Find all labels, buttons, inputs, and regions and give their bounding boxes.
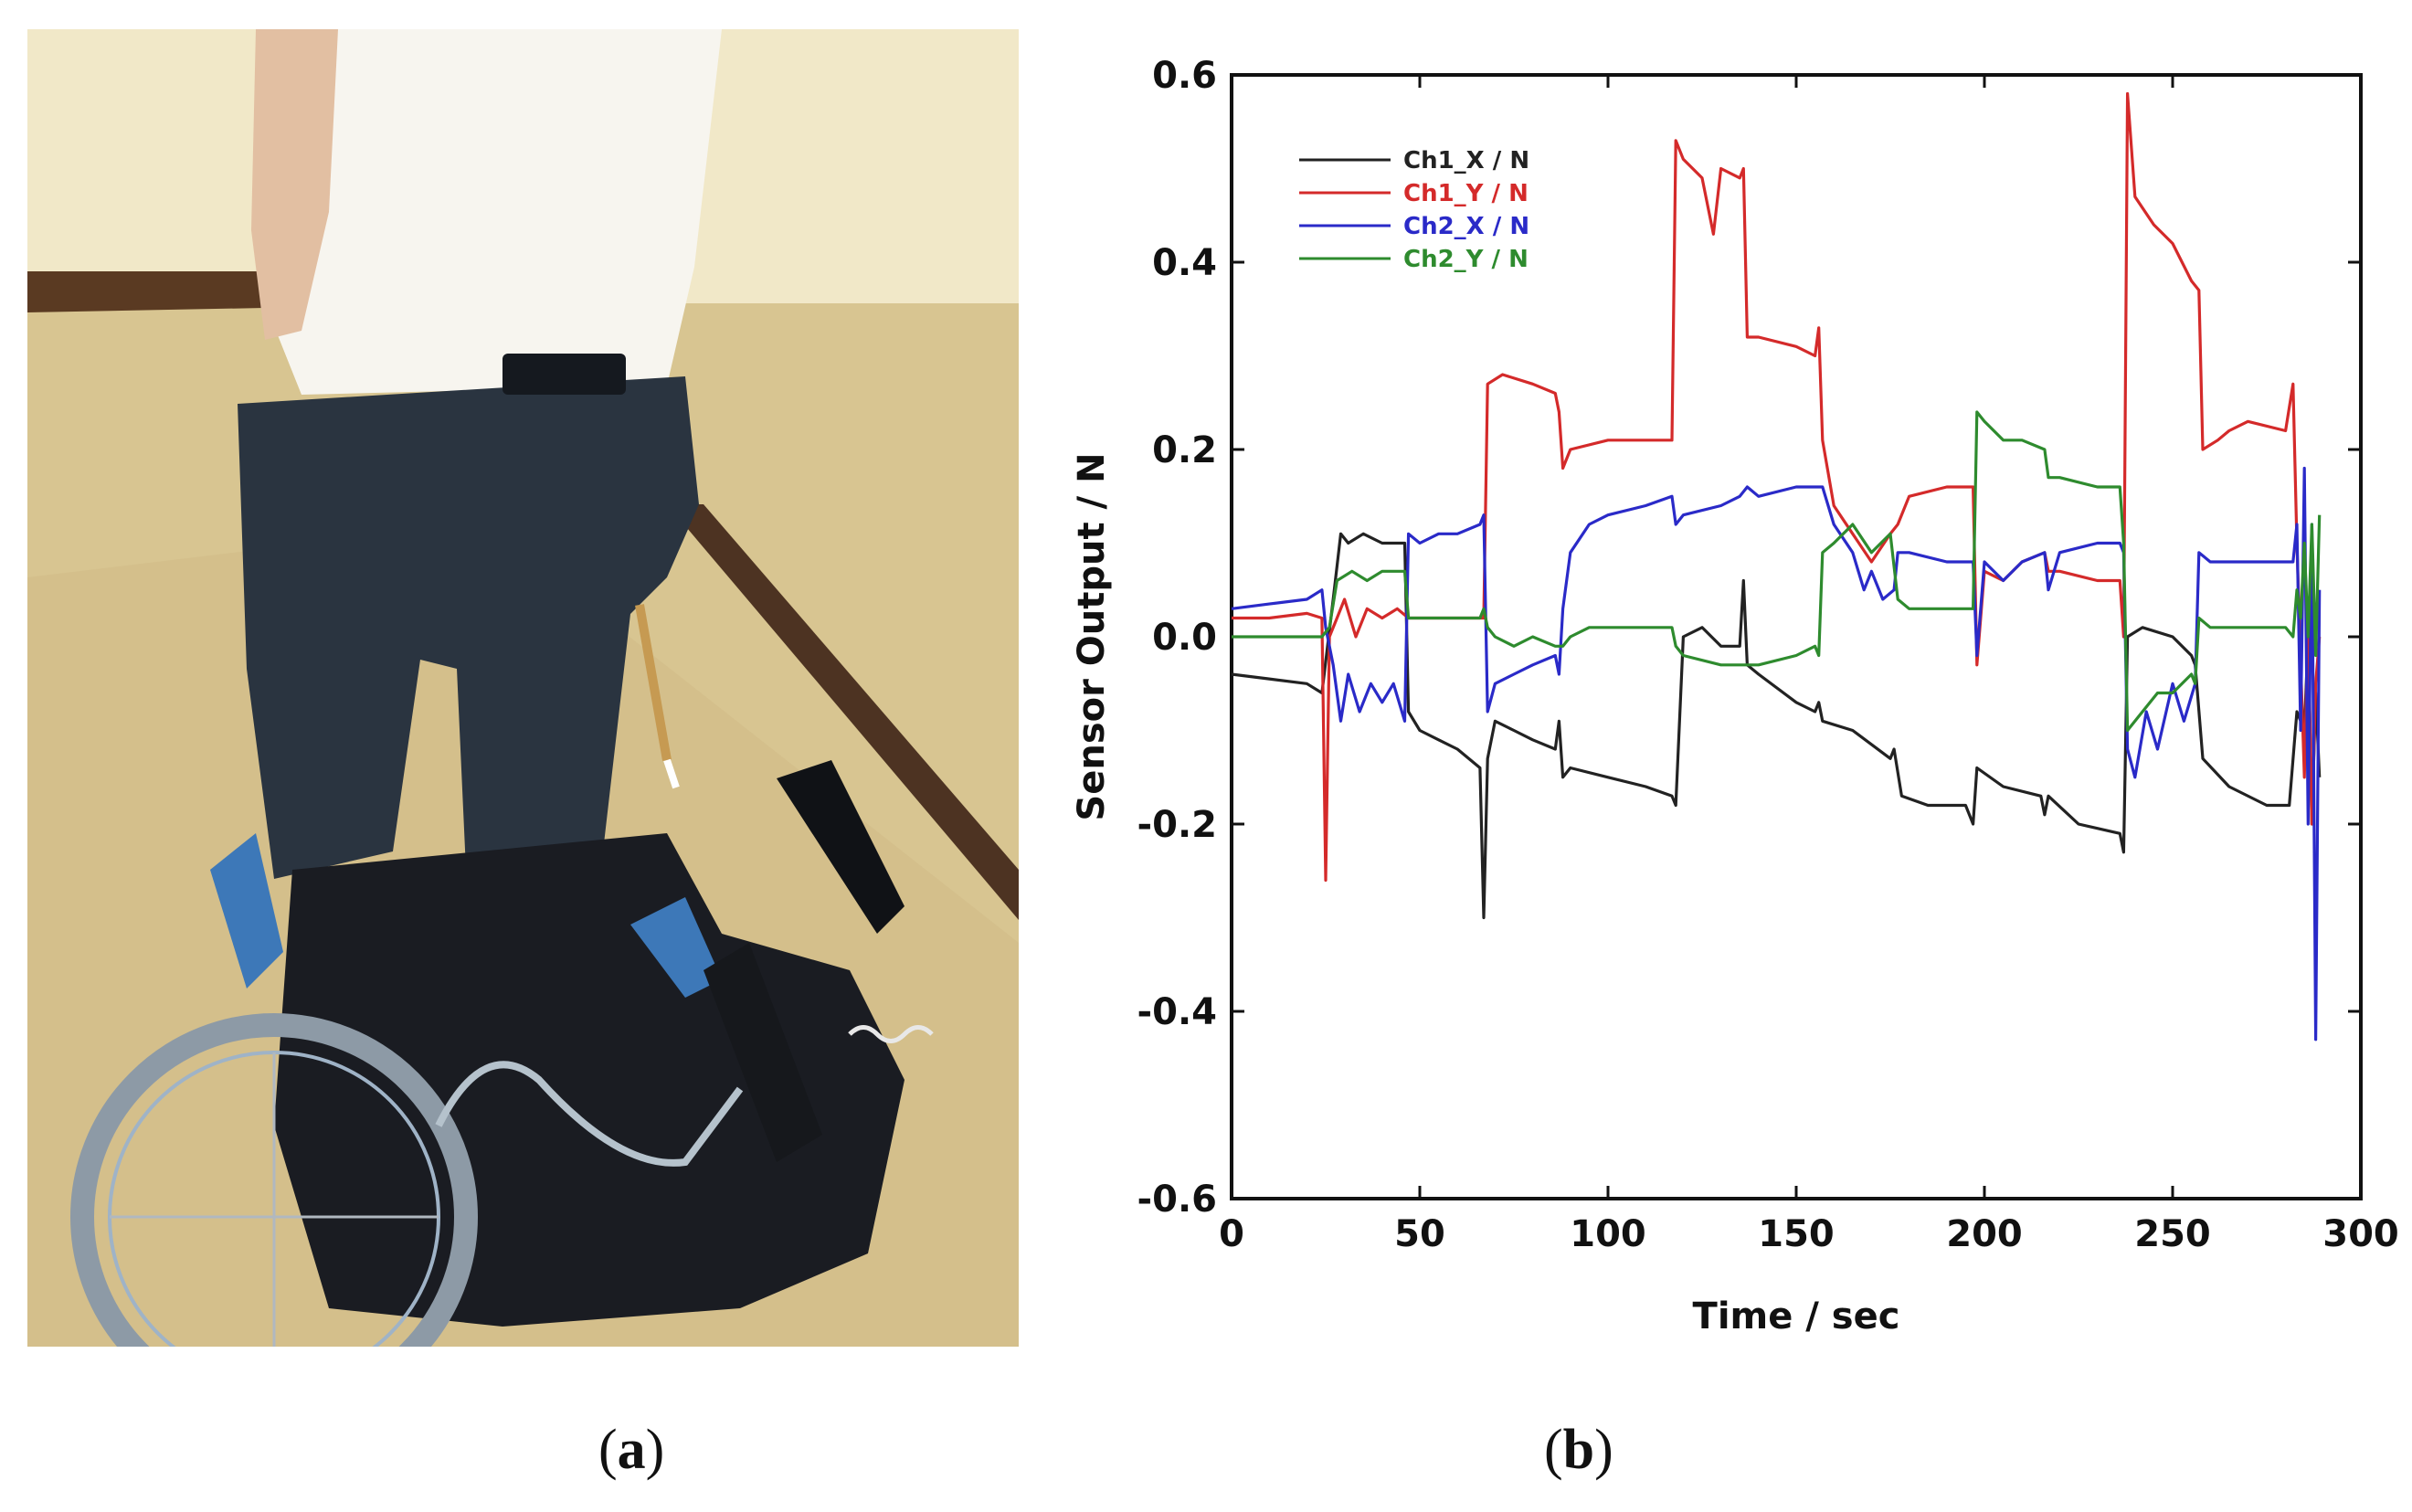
- y-axis-label: Sensor Output / N: [1071, 452, 1113, 820]
- x-tick-label: 250: [2134, 1213, 2211, 1255]
- wheelchair-logo: [848, 1025, 934, 1043]
- x-tick-label: 200: [1946, 1213, 2023, 1255]
- shirt: [265, 29, 722, 395]
- series-line-1: [1231, 532, 2322, 920]
- x-tick-label: 300: [2322, 1213, 2399, 1255]
- wheelchair-handle: [704, 943, 822, 1162]
- y-tick-label: 0.4: [1152, 242, 1217, 284]
- y-tick-label: -0.2: [1137, 804, 1217, 846]
- y-tick-label: 0.6: [1152, 55, 1217, 97]
- x-tick-label: 100: [1570, 1213, 1646, 1255]
- x-axis-label: Time / sec: [1693, 1295, 1900, 1338]
- wheelchair-armrest: [777, 760, 904, 934]
- wheelchair-photo-illustration: [27, 29, 1019, 1347]
- legend-label-3: Ch2_X / N: [1403, 213, 1529, 240]
- x-tick-label: 0: [1219, 1213, 1244, 1255]
- chart-legend: Ch1_X / N Ch1_Y / N Ch2_X / N Ch2_Y / N: [1299, 147, 1529, 273]
- plot-frame: [1230, 73, 2363, 1200]
- chart-series: [1231, 91, 2322, 1041]
- series-line-4: [1232, 410, 2322, 733]
- jeans: [238, 376, 699, 879]
- wheelchair-frame-right: [630, 897, 722, 998]
- series-line-3: [1231, 466, 2322, 1041]
- legend-label-4: Ch2_Y / N: [1403, 246, 1529, 273]
- y-tick-label: -0.6: [1137, 1179, 1217, 1221]
- y-tick-label: 0.0: [1152, 617, 1217, 659]
- photo-panel-a: [27, 29, 1019, 1347]
- baseboard-left: [27, 271, 265, 312]
- belt: [503, 354, 626, 395]
- cane: [635, 604, 672, 761]
- panel-caption-b-letter: b: [1562, 1419, 1595, 1481]
- wheelchair-wheel: [70, 1013, 478, 1347]
- y-tick-label: -0.4: [1137, 991, 1217, 1033]
- x-tick-label: 150: [1758, 1213, 1835, 1255]
- chart-ticks: 0 50 100 150 200 250 300 0.6 0.4 0.2 0.0 -0.2 -0.4 -0…: [1137, 55, 2399, 1255]
- baseboard-right: [667, 504, 1019, 920]
- panel-caption-a-letter: a: [617, 1419, 646, 1481]
- panel-caption-b: (b): [1544, 1419, 1613, 1481]
- x-tick-label: 50: [1394, 1213, 1445, 1255]
- chart-axes: [1230, 73, 2363, 1200]
- series-line-2: [1232, 91, 2322, 883]
- sensor-tube: [435, 1061, 744, 1167]
- arm: [251, 29, 338, 340]
- legend-label-2: Ch1_Y / N: [1403, 180, 1529, 207]
- panel-caption-a: (a): [598, 1419, 665, 1481]
- sensor-output-chart: 0 50 100 150 200 250 300 0.6 0.4 0.2 0.0 -0.2 -0.4 -0…: [1071, 55, 2399, 1338]
- wheelchair-frame-left: [210, 833, 283, 989]
- y-tick-label: 0.2: [1152, 429, 1217, 471]
- legend-label-1: Ch1_X / N: [1403, 147, 1529, 174]
